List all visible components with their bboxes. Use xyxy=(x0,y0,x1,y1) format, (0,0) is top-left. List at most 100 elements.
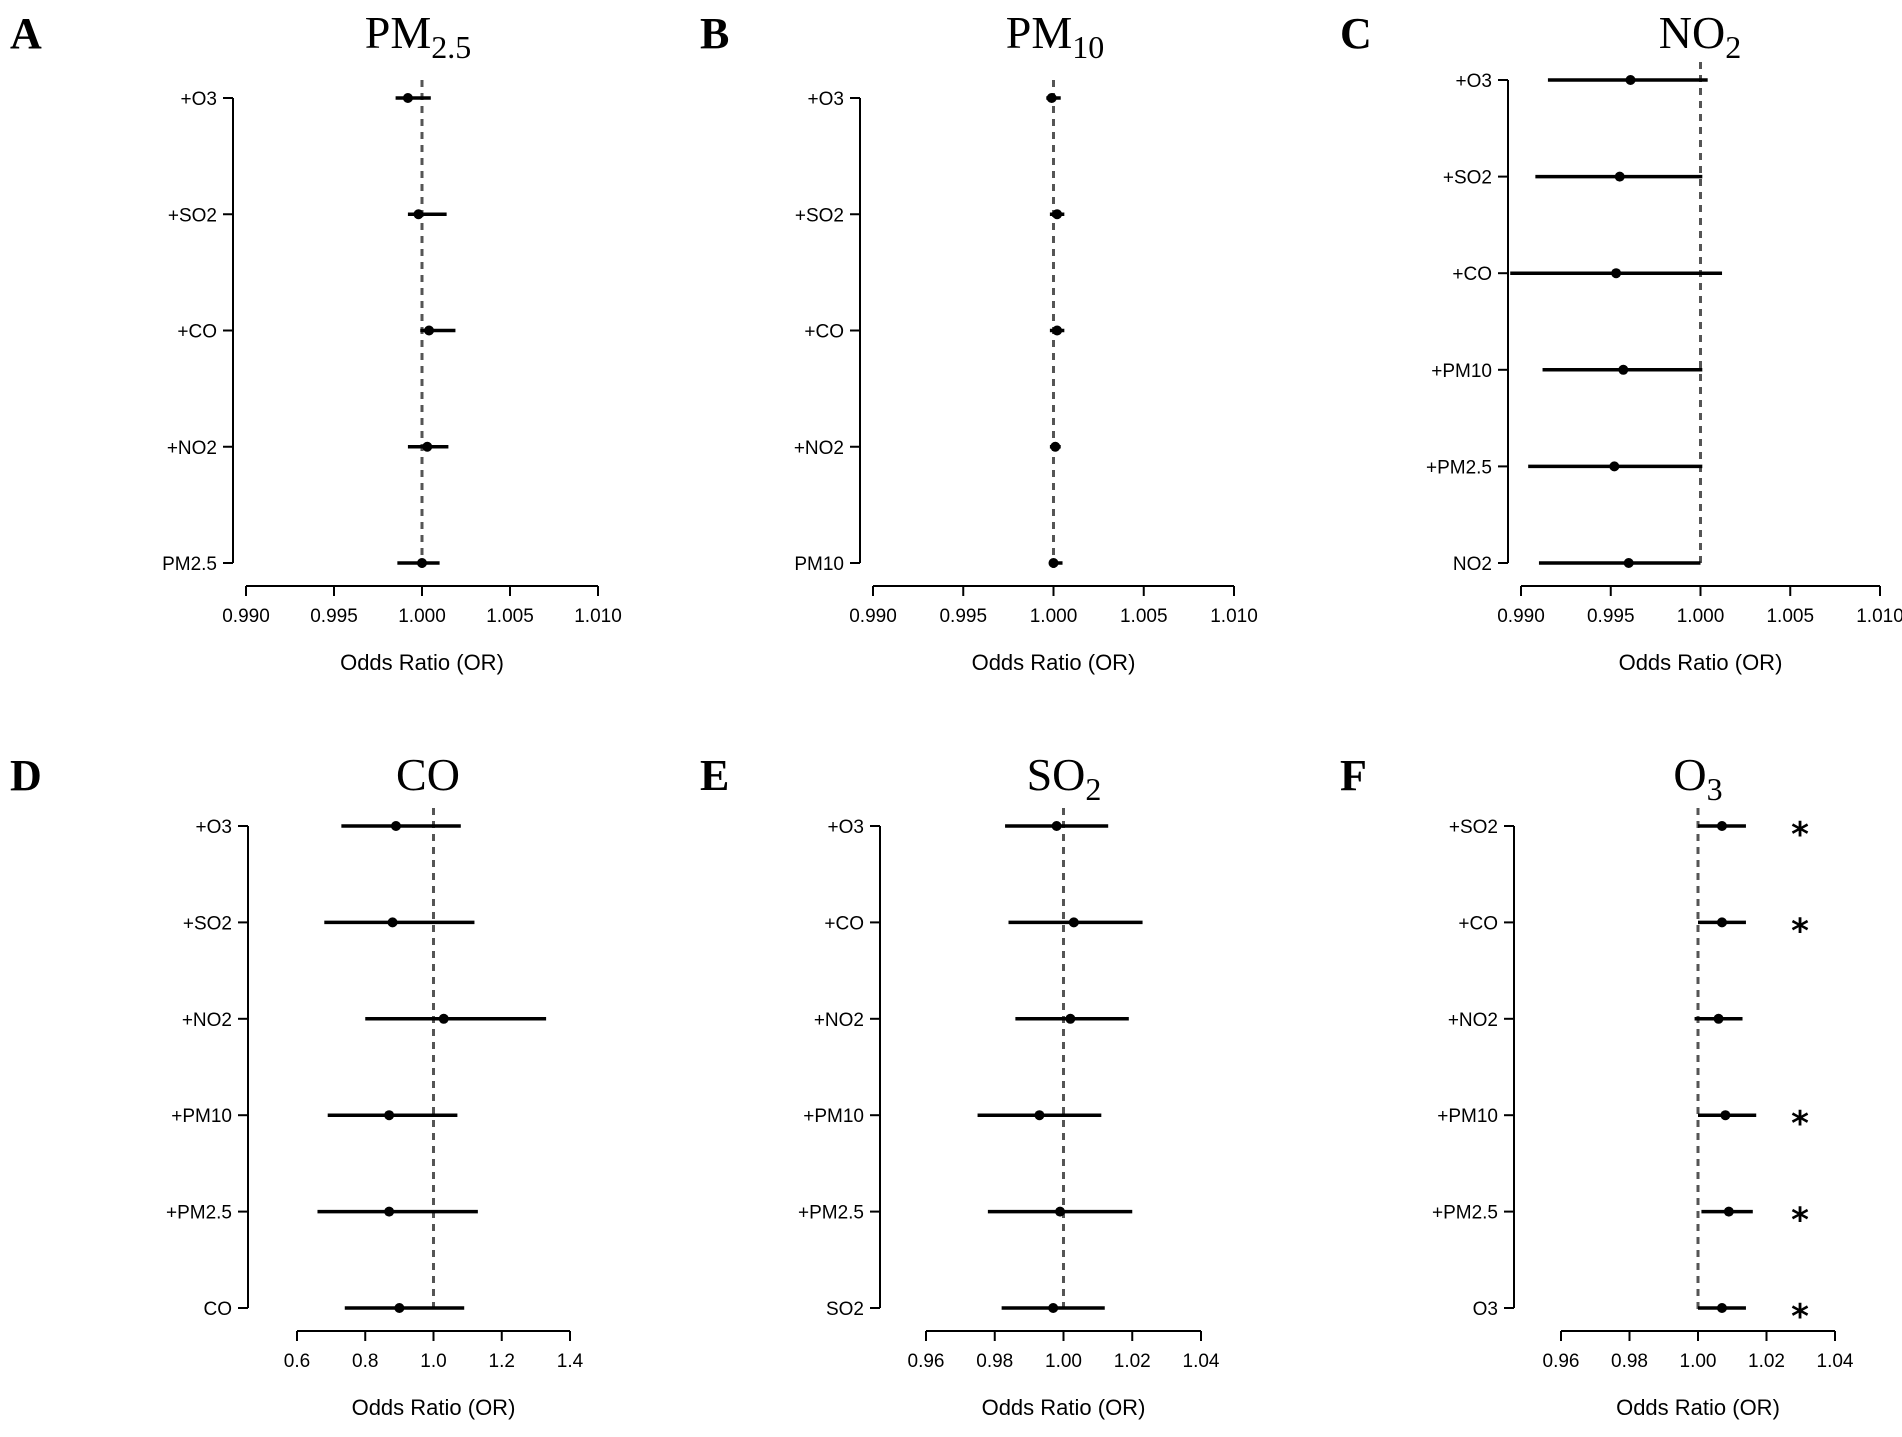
point-estimate xyxy=(394,1303,405,1313)
row-label: +SO2 xyxy=(168,205,217,226)
panel-letter: B xyxy=(700,9,729,58)
x-tick-label: 1.4 xyxy=(557,1351,584,1372)
panel-c: C NO2 +O3 +SO2 +CO +PM10 +PM2.5 NO2 0.990 0.995 1.… xyxy=(1340,7,1902,675)
point-estimate xyxy=(384,1206,395,1217)
point-estimate xyxy=(1618,364,1629,375)
row-label: NO2 xyxy=(1453,554,1492,575)
x-tick-label: 0.6 xyxy=(284,1351,310,1372)
row-label: PM10 xyxy=(794,554,844,575)
point-estimate xyxy=(1625,75,1636,85)
x-tick-label: 0.990 xyxy=(849,606,897,627)
point-estimate xyxy=(1716,821,1727,831)
row-label: O3 xyxy=(1473,1299,1498,1320)
panel-e: E SO2 +O3 +CO +NO2 +PM10 +PM2.5 SO2 0.96 0.98 1.00… xyxy=(700,749,1220,1420)
panel-f: F O3 +SO2 * +CO * +NO2 +PM10 * +PM2.5 * O3 * 0.96 0.98… xyxy=(1340,749,1854,1420)
point-estimate xyxy=(1051,821,1062,831)
point-estimate xyxy=(1611,268,1622,279)
row-label: +NO2 xyxy=(794,438,844,459)
x-tick-label: 0.98 xyxy=(1611,1351,1648,1372)
x-tick-label: 0.995 xyxy=(1587,606,1635,627)
row-label: +CO xyxy=(824,913,864,934)
significance-star: * xyxy=(1791,1201,1809,1241)
x-tick-label: 1.00 xyxy=(1680,1351,1717,1372)
point-estimate xyxy=(1720,1110,1731,1121)
row-label: +NO2 xyxy=(814,1010,864,1031)
significance-star: * xyxy=(1791,815,1809,855)
row-label: SO2 xyxy=(826,1299,864,1320)
point-estimate xyxy=(387,917,398,928)
row-label: PM2.5 xyxy=(162,554,217,575)
point-estimate xyxy=(1609,461,1620,472)
point-estimate xyxy=(1048,1303,1059,1313)
row-label: +O3 xyxy=(808,89,844,110)
x-tick-label: 0.995 xyxy=(939,606,987,627)
row-label: +O3 xyxy=(196,817,232,838)
row-label: +PM2.5 xyxy=(166,1203,232,1224)
point-estimate xyxy=(1046,93,1057,103)
panel-title: PM10 xyxy=(1006,7,1104,65)
panel-title: O3 xyxy=(1673,749,1722,807)
row-label: +CO xyxy=(1458,913,1498,934)
point-estimate xyxy=(1713,1013,1724,1024)
point-estimate xyxy=(1065,1013,1076,1024)
row-label: +SO2 xyxy=(795,205,844,226)
point-estimate xyxy=(1050,441,1061,452)
x-tick-label: 1.00 xyxy=(1045,1351,1082,1372)
panel-title: CO xyxy=(396,749,460,800)
point-estimate xyxy=(1623,558,1634,568)
row-label: +PM10 xyxy=(1437,1106,1498,1127)
panel-b: B PM10 +O3 +SO2 +CO +NO2 PM10 0.990 0.995 1.000 1.… xyxy=(700,7,1258,675)
x-tick-label: 0.995 xyxy=(310,606,358,627)
point-estimate xyxy=(1055,1206,1066,1217)
point-estimate xyxy=(1052,209,1063,220)
row-label: +PM10 xyxy=(803,1106,864,1127)
x-tick-label: 1.005 xyxy=(486,606,534,627)
x-tick-label: 1.2 xyxy=(489,1351,515,1372)
row-label: +NO2 xyxy=(182,1010,232,1031)
point-estimate xyxy=(1068,917,1079,928)
point-estimate xyxy=(413,209,424,220)
x-axis-label: Odds Ratio (OR) xyxy=(972,650,1136,675)
row-label: +CO xyxy=(804,322,844,343)
x-axis-label: Odds Ratio (OR) xyxy=(352,1395,516,1420)
x-tick-label: 1.02 xyxy=(1748,1351,1785,1372)
point-estimate xyxy=(1048,558,1059,568)
point-estimate xyxy=(424,325,435,336)
row-label: +O3 xyxy=(828,817,864,838)
point-estimate xyxy=(1034,1110,1045,1121)
panel-letter: A xyxy=(10,9,42,58)
row-label: +SO2 xyxy=(1443,168,1492,189)
panel-title: NO2 xyxy=(1659,7,1741,65)
x-tick-label: 1.010 xyxy=(574,606,622,627)
panel-letter: D xyxy=(10,751,42,800)
x-axis-label: Odds Ratio (OR) xyxy=(1619,650,1783,675)
row-label: +PM2.5 xyxy=(1432,1203,1498,1224)
row-label: +CO xyxy=(1452,264,1492,285)
significance-star: * xyxy=(1791,1104,1809,1144)
point-estimate xyxy=(1723,1206,1734,1217)
x-tick-label: 1.000 xyxy=(1677,606,1725,627)
panel-a: A PM2.5 +O3 +SO2 +CO +NO2 PM2.5 0.990 0.995 1.000… xyxy=(10,7,622,675)
row-label: +O3 xyxy=(181,89,217,110)
x-tick-label: 1.000 xyxy=(398,606,446,627)
panel-title: PM2.5 xyxy=(365,7,471,65)
panel-letter: C xyxy=(1340,9,1372,58)
point-estimate xyxy=(402,93,413,103)
x-tick-label: 0.8 xyxy=(352,1351,378,1372)
point-estimate xyxy=(1716,1303,1727,1313)
row-label: CO xyxy=(204,1299,233,1320)
row-label: +PM2.5 xyxy=(798,1203,864,1224)
row-label: +SO2 xyxy=(1449,817,1498,838)
x-tick-label: 0.96 xyxy=(908,1351,945,1372)
row-label: +PM2.5 xyxy=(1426,457,1492,478)
x-tick-label: 1.005 xyxy=(1766,606,1814,627)
row-label: +SO2 xyxy=(183,913,232,934)
x-axis-label: Odds Ratio (OR) xyxy=(340,650,504,675)
x-tick-label: 1.010 xyxy=(1210,606,1258,627)
x-tick-label: 0.990 xyxy=(1497,606,1545,627)
x-tick-label: 1.0 xyxy=(420,1351,446,1372)
x-tick-label: 0.98 xyxy=(976,1351,1013,1372)
x-axis-label: Odds Ratio (OR) xyxy=(982,1395,1146,1420)
point-estimate xyxy=(390,821,401,831)
